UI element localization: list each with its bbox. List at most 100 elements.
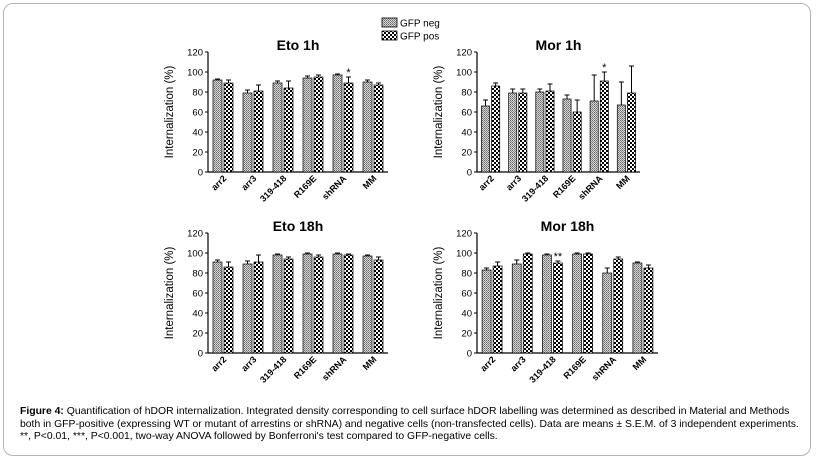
x-tick-label: MM: [614, 173, 632, 191]
bar-R169E-gfp-neg: [572, 253, 582, 354]
x-tick-label: arr2: [478, 354, 497, 373]
y-tick-label: 0: [467, 348, 472, 359]
bar-MM-gfp-neg: [362, 255, 373, 354]
bar-arr2-gfp-pos: [491, 85, 501, 173]
bar-MM-gfp-pos: [373, 84, 384, 173]
x-tick-label: arr3: [509, 354, 528, 373]
bar-MM-gfp-pos: [627, 92, 636, 173]
x-tick-label: MM: [361, 173, 379, 191]
x-tick-label: arr2: [209, 173, 228, 192]
figure-caption: Figure 4: Quantification of hDOR interna…: [20, 406, 800, 444]
x-tick-label: arr3: [239, 354, 258, 373]
bar-arr2-gfp-neg: [481, 105, 490, 173]
y-tick-label: 20: [192, 147, 203, 158]
bar-MM-gfp-neg: [616, 104, 626, 173]
y-tick-label: 80: [192, 87, 203, 98]
x-tick-label: arr2: [209, 354, 228, 373]
bar-319-418-gfp-pos: [553, 262, 563, 354]
x-tick-label: 319-418: [258, 354, 288, 384]
bar-arr3-gfp-neg: [242, 263, 253, 354]
y-tick-label: 120: [187, 47, 203, 58]
chart-title: Eto 1h: [277, 37, 320, 53]
x-tick-label: R169E: [551, 173, 578, 200]
y-tick-label: 0: [198, 348, 203, 359]
x-tick-label: arr3: [504, 173, 523, 192]
y-tick-label: 40: [192, 127, 203, 138]
y-tick-label: 20: [461, 147, 472, 158]
bar-R169E-gfp-pos: [583, 253, 593, 354]
bar-319-418-gfp-neg: [272, 254, 283, 354]
significance-marker: *: [346, 67, 351, 79]
bar-R169E-gfp-pos: [313, 256, 324, 354]
bar-shRNA-gfp-neg: [589, 100, 599, 173]
bar-arr3-gfp-pos: [253, 90, 264, 173]
y-tick-label: 60: [461, 288, 472, 299]
caption-label: Figure 4:: [20, 406, 64, 417]
chart-title: Eto 18h: [273, 218, 324, 234]
x-tick-label: shRNA: [576, 173, 605, 202]
bar-shRNA-gfp-pos: [613, 258, 624, 354]
chart-mor-1h: Mor 1h Internalization (%) 0 20 40 60 80 100 120…: [433, 37, 640, 204]
bar-319-418-gfp-neg: [535, 91, 545, 173]
y-tick-label: 100: [456, 67, 472, 78]
bar-arr2-gfp-neg: [481, 269, 492, 354]
y-tick-label: 100: [187, 67, 203, 78]
y-tick-label: 120: [456, 47, 472, 58]
y-tick-label: 80: [461, 87, 472, 98]
y-tick-label: 40: [461, 308, 472, 319]
x-tick-label: shRNA: [320, 354, 349, 383]
y-tick-label: 120: [187, 228, 203, 239]
x-tick-label: R169E: [292, 173, 319, 200]
x-tick-label: shRNA: [320, 173, 349, 202]
bar-arr3-gfp-pos: [522, 253, 533, 354]
x-tick-label: 319-418: [520, 173, 550, 203]
bar-R169E-gfp-pos: [313, 76, 324, 173]
y-tick-label: 40: [461, 127, 472, 138]
legend-swatch-gfp-pos: [381, 30, 398, 41]
bar-MM-gfp-pos: [643, 267, 654, 354]
x-tick-label: arr3: [239, 173, 258, 192]
bar-arr2-gfp-neg: [212, 79, 223, 173]
x-tick-label: 319-418: [258, 173, 288, 203]
bar-319-418-gfp-pos: [283, 258, 294, 354]
bar-arr3-gfp-pos: [253, 261, 264, 354]
bar-MM-gfp-neg: [362, 81, 373, 173]
chart-title: Mor 18h: [541, 218, 595, 234]
bar-arr3-gfp-neg: [242, 92, 253, 173]
chart-eto-18h: Eto 18h Internalization (%) 0 20 40 60 80 100 12…: [164, 218, 388, 385]
y-tick-label: 100: [187, 248, 203, 259]
bar-arr2-gfp-neg: [212, 261, 223, 354]
bar-319-418-gfp-pos: [545, 90, 555, 173]
chart-mor-18h: Mor 18h Internalization (%) 0 20 40 60 80 100 12…: [433, 218, 658, 385]
y-tick-label: 60: [192, 107, 203, 118]
y-tick-label: 60: [461, 107, 472, 118]
x-tick-label: R169E: [561, 354, 588, 381]
y-axis-label: Internalization (%): [164, 65, 176, 158]
y-tick-label: 80: [192, 268, 203, 279]
bar-R169E-gfp-neg: [302, 77, 313, 173]
figure-frame: [3, 3, 811, 456]
y-axis-label: Internalization (%): [433, 65, 445, 158]
bar-arr2-gfp-pos: [492, 265, 503, 354]
y-tick-label: 100: [456, 248, 472, 259]
x-tick-label: 319-418: [527, 354, 557, 384]
bar-shRNA-gfp-pos: [599, 80, 609, 173]
bar-arr3-gfp-pos: [518, 92, 528, 173]
bar-R169E-gfp-pos: [572, 111, 582, 173]
legend: GFP neg GFP pos: [381, 17, 440, 43]
caption-text: Quantification of hDOR internalization. …: [20, 406, 799, 443]
y-tick-label: 40: [192, 308, 203, 319]
bar-arr2-gfp-pos: [223, 266, 234, 354]
x-tick-label: arr2: [477, 173, 496, 192]
y-tick-label: 80: [461, 268, 472, 279]
figure-panels: GFP neg GFP pos Eto 1h Internalization (%…: [164, 17, 658, 385]
legend-swatch-gfp-neg: [381, 17, 398, 28]
significance-marker: *: [602, 62, 607, 74]
x-tick-label: shRNA: [590, 354, 619, 383]
y-axis-label: Internalization (%): [164, 246, 176, 339]
y-tick-label: 0: [198, 167, 203, 178]
chart-eto-1h: Eto 1h Internalization (%) 0 20 40 60 80 100 120…: [164, 37, 388, 204]
y-tick-label: 0: [467, 167, 472, 178]
bar-arr2-gfp-pos: [223, 82, 234, 173]
y-tick-label: 20: [192, 328, 203, 339]
